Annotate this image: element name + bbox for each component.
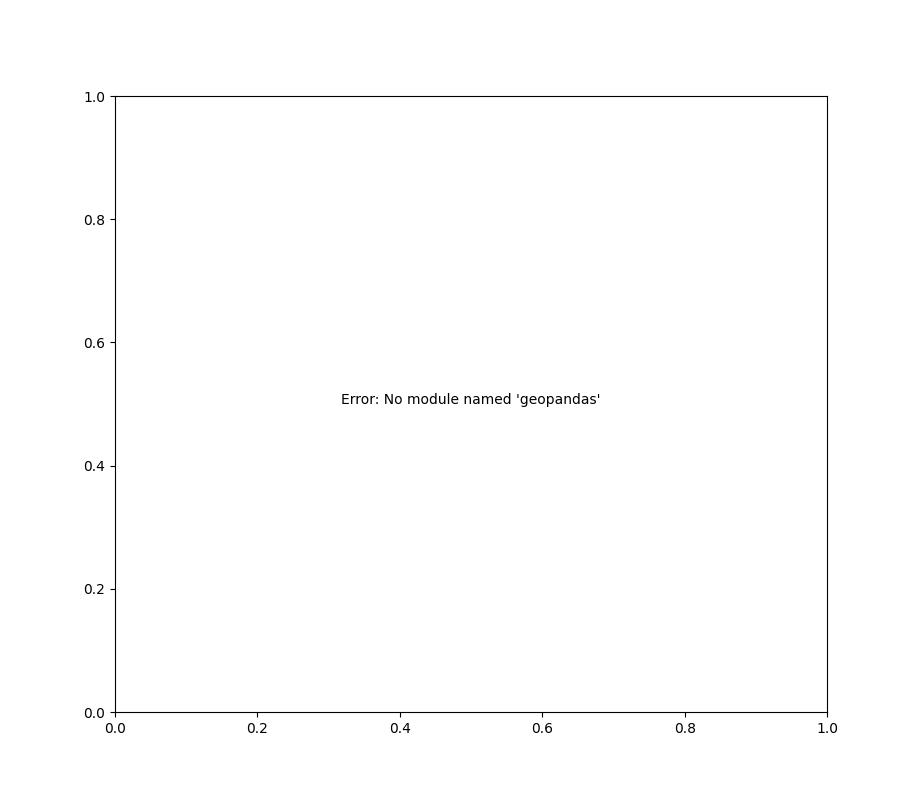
Text: Error: No module named 'geopandas': Error: No module named 'geopandas' [341, 393, 601, 407]
